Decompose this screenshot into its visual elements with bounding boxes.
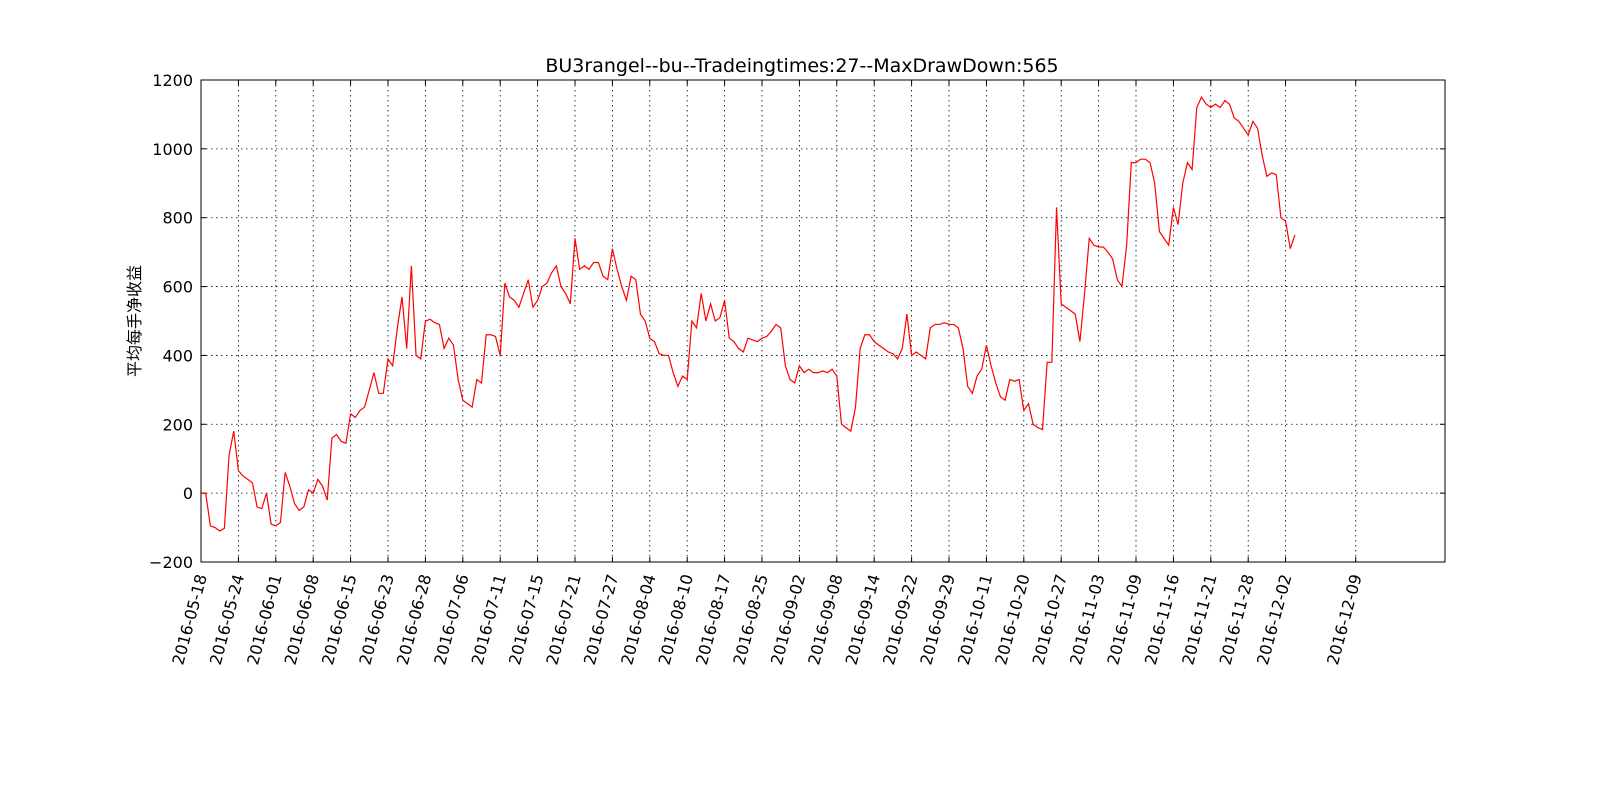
x-tick-label: 2016-07-06 — [430, 572, 472, 667]
x-tick-label: 2016-05-18 — [168, 572, 210, 667]
y-tick-label: 200 — [162, 415, 193, 434]
x-tick-label: 2016-12-09 — [1323, 572, 1365, 667]
y-tick-label: 600 — [162, 278, 193, 297]
x-tick-label: 2016-06-23 — [355, 572, 397, 667]
x-tick-label: 2016-08-17 — [692, 572, 734, 667]
grid-lines — [200, 80, 1445, 562]
y-tick-label: −200 — [149, 553, 193, 572]
x-tick-label: 2016-05-24 — [206, 572, 248, 667]
y-axis-label: 平均每手净收益 — [125, 265, 144, 377]
x-tick-label: 2016-07-21 — [542, 572, 584, 667]
y-tick-label: 800 — [162, 209, 193, 228]
x-tick-label: 2016-08-25 — [729, 572, 771, 667]
x-tick-label: 2016-10-11 — [954, 572, 996, 667]
x-tick-label: 2016-06-15 — [318, 572, 360, 667]
y-tick-label: 1200 — [152, 71, 193, 90]
x-tick-label: 2016-11-28 — [1216, 572, 1258, 667]
x-tick-label: 2016-11-09 — [1103, 572, 1145, 667]
y-tick-label: 0 — [183, 484, 193, 503]
x-tick-label: 2016-08-04 — [617, 572, 659, 667]
x-tick-label: 2016-11-16 — [1141, 572, 1183, 667]
plot-frame — [200, 79, 1446, 563]
x-tick-label: 2016-09-02 — [767, 572, 809, 667]
y-tick-label: 400 — [162, 346, 193, 365]
x-tick-label: 2016-08-10 — [655, 572, 697, 667]
x-tick-label: 2016-10-20 — [991, 572, 1033, 667]
chart-title: BU3rangel--bu--Tradeingtimes:27--MaxDraw… — [545, 55, 1058, 77]
x-tick-label: 2016-07-15 — [505, 572, 547, 667]
y-axis-ticks: −200 0 200 400 600 800 1000 1200 — [149, 71, 1445, 572]
x-tick-label: 2016-07-27 — [580, 572, 622, 667]
x-tick-label: 2016-06-28 — [393, 572, 435, 667]
x-tick-label: 2016-09-08 — [804, 572, 846, 667]
x-tick-label: 2016-09-29 — [916, 572, 958, 667]
y-tick-label: 1000 — [152, 140, 193, 159]
x-tick-label: 2016-06-01 — [243, 572, 285, 667]
series-line — [201, 95, 1296, 532]
x-tick-label: 2016-09-14 — [842, 572, 884, 667]
x-tick-label: 2016-11-21 — [1178, 572, 1220, 667]
x-tick-label: 2016-10-27 — [1029, 572, 1071, 667]
x-tick-label: 2016-11-03 — [1066, 572, 1108, 667]
x-tick-label: 2016-07-11 — [468, 572, 510, 667]
x-tick-label: 2016-09-22 — [879, 572, 921, 667]
x-tick-label: 2016-12-02 — [1253, 572, 1295, 667]
x-tick-label: 2016-06-08 — [281, 572, 323, 667]
